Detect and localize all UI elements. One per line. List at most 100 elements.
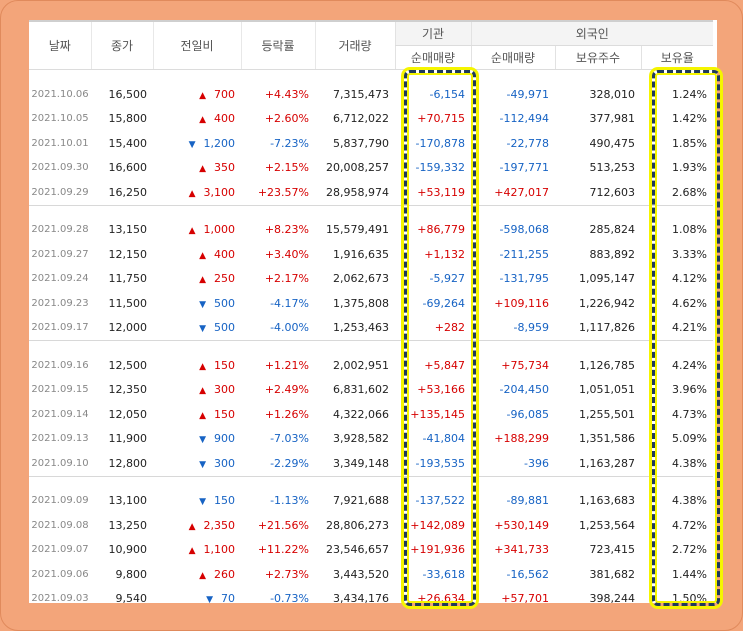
cell-inst-net: +282 [434, 321, 465, 335]
cell-volume: 1,916,635 [333, 247, 389, 261]
cell-rate: -4.17% [270, 296, 309, 310]
investor-trading-panel: 날짜 종가 전일비 등락률 거래량 기관 외국인 순매매량 순매매량 보유주수 … [29, 20, 717, 605]
cell-inst-net: +70,715 [417, 112, 465, 126]
cell-foreign-holdings: 328,010 [589, 87, 636, 101]
change-value: 900 [214, 432, 235, 446]
up-triangle-icon: ▲ [199, 164, 206, 175]
cell-foreign-net: -211,255 [499, 247, 549, 261]
cell-foreign-rate: 2.68% [672, 185, 707, 199]
cell-foreign-rate: 1.93% [672, 161, 707, 175]
cell-date: 2021.10.06 [31, 88, 89, 100]
cell-date: 2021.09.30 [31, 162, 89, 174]
table-row: 2021.10.05 15,800 ▲ 400 +2.60% 6,712,022 +70,7… [29, 107, 713, 132]
cell-rate: +4.43% [264, 87, 309, 101]
cell-foreign-net: -598,068 [499, 223, 549, 237]
cell-foreign-rate: 1.85% [672, 136, 707, 150]
cell-foreign-holdings: 1,255,501 [579, 407, 635, 421]
up-triangle-icon: ▲ [199, 90, 206, 101]
cell-volume: 2,002,951 [333, 358, 389, 372]
cell-foreign-holdings: 1,163,683 [579, 494, 635, 508]
cell-volume: 28,806,273 [326, 518, 389, 532]
up-triangle-icon: ▲ [188, 546, 196, 557]
cell-inst-net: -137,522 [415, 494, 465, 508]
cell-rate: +2.60% [264, 112, 309, 126]
cell-close: 9,540 [115, 592, 148, 606]
down-triangle-icon: ▼ [199, 459, 206, 470]
cell-change: ▼ 500 [153, 316, 241, 341]
cell-rate: +1.21% [264, 358, 309, 372]
cell-foreign-net: +427,017 [494, 185, 549, 199]
cell-date: 2021.09.28 [31, 224, 89, 236]
cell-inst-net: -6,154 [429, 87, 465, 101]
cell-date: 2021.10.05 [31, 113, 89, 125]
cell-foreign-holdings: 381,682 [589, 567, 636, 581]
cell-date: 2021.09.07 [31, 544, 89, 556]
cell-inst-net: +86,779 [417, 223, 465, 237]
cell-change: ▲ 1,000 [153, 218, 241, 243]
cell-foreign-holdings: 1,095,147 [579, 272, 635, 286]
change-value: 300 [214, 456, 235, 470]
cell-close: 12,000 [108, 321, 148, 335]
cell-rate: +23.57% [257, 185, 309, 199]
cell-foreign-rate: 4.21% [672, 321, 707, 335]
cell-volume: 3,443,520 [333, 567, 389, 581]
table-row: 2021.09.10 12,800 ▼ 300 -2.29% 3,349,148 -193,… [29, 451, 713, 476]
table-row: 2021.09.27 12,150 ▲ 400 +3.40% 1,916,635 +1,13… [29, 242, 713, 267]
change-value: 1,100 [203, 543, 236, 557]
table-row: 2021.09.24 11,750 ▲ 250 +2.17% 2,062,673 -5,92… [29, 267, 713, 292]
cell-foreign-holdings: 1,126,785 [579, 358, 635, 372]
table-row: 2021.09.07 10,900 ▲ 1,100 +11.22% 23,546,657 +… [29, 538, 713, 563]
cell-date: 2021.09.29 [31, 186, 89, 198]
cell-close: 16,600 [108, 161, 148, 175]
cell-close: 13,150 [108, 223, 148, 237]
group-spacer [29, 475, 713, 489]
cell-close: 13,250 [108, 518, 148, 532]
cell-date: 2021.09.23 [31, 297, 89, 309]
cell-change: ▲ 400 [153, 107, 241, 132]
group-foreign: 외국인 [470, 20, 713, 46]
cell-date: 2021.09.16 [31, 359, 89, 371]
cell-date: 2021.09.14 [31, 408, 89, 420]
change-value: 70 [221, 592, 235, 606]
up-triangle-icon: ▲ [199, 361, 206, 372]
cell-change: ▲ 700 [153, 82, 241, 107]
cell-foreign-holdings: 377,981 [589, 112, 636, 126]
cell-foreign-holdings: 513,253 [589, 161, 636, 175]
table-row: 2021.09.09 13,100 ▼ 150 -1.13% 7,921,688 -137,… [29, 489, 713, 514]
cell-close: 13,100 [108, 494, 148, 508]
cell-foreign-holdings: 1,253,564 [579, 518, 635, 532]
col-volume: 거래량 [314, 20, 395, 70]
change-value: 260 [214, 567, 235, 581]
cell-foreign-net: +57,701 [501, 592, 549, 606]
cell-foreign-holdings: 285,824 [589, 223, 636, 237]
cell-foreign-net: -16,562 [506, 567, 549, 581]
cell-rate: -1.13% [270, 494, 309, 508]
down-triangle-icon: ▼ [199, 435, 206, 446]
table-row: 2021.09.15 12,350 ▲ 300 +2.49% 6,831,602 +53,1… [29, 378, 713, 403]
cell-volume: 6,831,602 [333, 383, 389, 397]
cell-foreign-rate: 4.72% [672, 518, 707, 532]
cell-date: 2021.09.10 [31, 457, 89, 469]
cell-rate: +2.15% [264, 161, 309, 175]
cell-change: ▼ 70 [153, 587, 241, 612]
col-foreign-rate: 보유율 [640, 45, 713, 70]
cell-foreign-holdings: 490,475 [589, 136, 636, 150]
group-spacer [29, 204, 713, 218]
cell-inst-net: +1,132 [424, 247, 465, 261]
cell-change: ▲ 3,100 [153, 180, 241, 205]
cell-close: 16,250 [108, 185, 148, 199]
table-row: 2021.09.13 11,900 ▼ 900 -7.03% 3,928,582 -41,8… [29, 427, 713, 452]
cell-volume: 5,837,790 [333, 136, 389, 150]
change-value: 250 [214, 272, 235, 286]
cell-date: 2021.09.06 [31, 568, 89, 580]
cell-rate: +8.23% [264, 223, 309, 237]
col-inst-net: 순매매량 [394, 45, 471, 70]
cell-foreign-holdings: 883,892 [589, 247, 636, 261]
cell-foreign-net: +188,299 [494, 432, 549, 446]
col-foreign-net: 순매매량 [470, 45, 555, 70]
cell-foreign-net: -396 [524, 456, 549, 470]
change-value: 150 [214, 494, 235, 508]
cell-inst-net: +26,634 [417, 592, 465, 606]
cell-foreign-rate: 5.09% [672, 432, 707, 446]
cell-foreign-rate: 2.72% [672, 543, 707, 557]
